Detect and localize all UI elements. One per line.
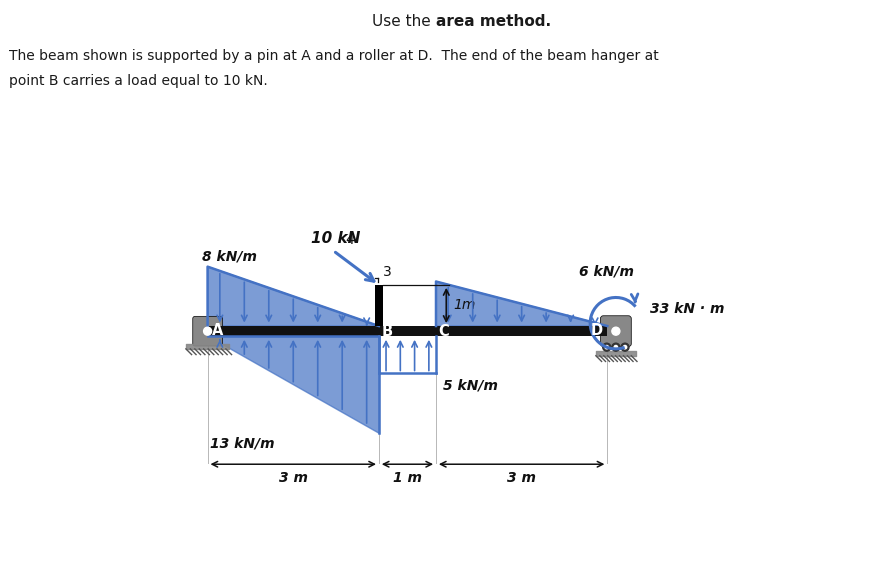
Text: area method.: area method. [436, 14, 551, 29]
Text: 8 kN/m: 8 kN/m [202, 250, 257, 264]
Bar [375, 285, 383, 326]
Text: 4: 4 [344, 232, 353, 247]
Text: C: C [439, 324, 449, 339]
Text: 1 m: 1 m [393, 471, 422, 485]
Text: 5 kN/m: 5 kN/m [443, 378, 498, 392]
Text: 1m: 1m [453, 299, 475, 312]
Text: 10 kN: 10 kN [311, 231, 361, 246]
Text: Use the: Use the [372, 14, 436, 29]
Circle shape [623, 345, 627, 349]
Polygon shape [208, 336, 379, 433]
Text: 13 kN/m: 13 kN/m [210, 436, 275, 451]
FancyBboxPatch shape [601, 316, 631, 347]
Text: 3 m: 3 m [279, 471, 308, 485]
Circle shape [614, 345, 617, 349]
Text: D: D [590, 323, 603, 338]
Circle shape [612, 327, 620, 335]
Circle shape [612, 343, 620, 351]
Polygon shape [436, 282, 607, 326]
Text: 3: 3 [383, 266, 392, 279]
Circle shape [203, 327, 212, 335]
Bar [208, 326, 607, 336]
Circle shape [621, 343, 629, 351]
FancyBboxPatch shape [193, 316, 222, 346]
Text: 3 m: 3 m [508, 471, 536, 485]
Text: B: B [382, 324, 393, 339]
Circle shape [605, 345, 609, 349]
Text: 33 kN · m: 33 kN · m [651, 302, 725, 316]
Text: The beam shown is supported by a pin at A and a roller at D.  The end of the bea: The beam shown is supported by a pin at … [9, 49, 658, 63]
Text: point B carries a load equal to 10 kN.: point B carries a load equal to 10 kN. [9, 74, 268, 89]
Polygon shape [208, 267, 379, 326]
Text: 6 kN/m: 6 kN/m [579, 264, 634, 279]
Circle shape [603, 343, 610, 351]
Text: A: A [212, 323, 223, 338]
